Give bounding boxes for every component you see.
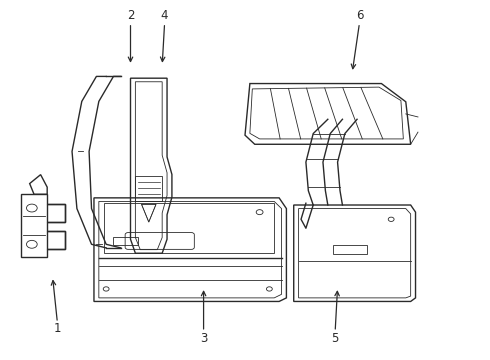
Text: 1: 1	[54, 322, 61, 335]
Bar	[47, 230, 65, 249]
Bar	[333, 245, 367, 254]
Bar	[47, 204, 65, 222]
Bar	[135, 176, 162, 201]
Text: 6: 6	[356, 9, 363, 22]
Text: 3: 3	[200, 333, 207, 346]
Text: 4: 4	[161, 9, 169, 22]
Text: 2: 2	[127, 9, 134, 22]
Bar	[114, 237, 138, 246]
Bar	[104, 203, 274, 253]
Text: 5: 5	[331, 333, 339, 346]
